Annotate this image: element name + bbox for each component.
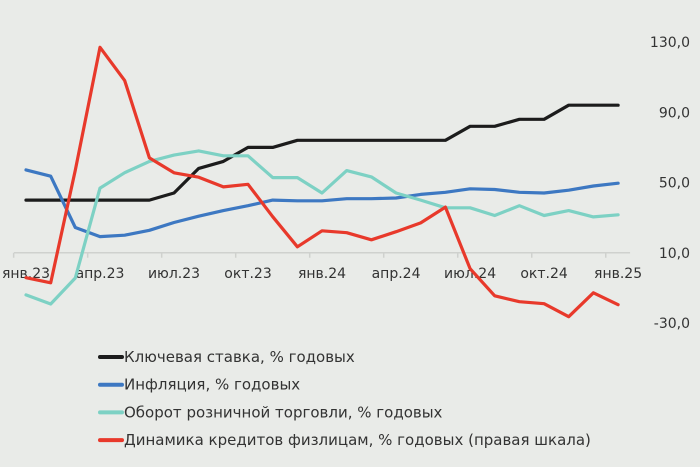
- y-right-tick-label: 130,0: [650, 35, 690, 51]
- legend-label-2: Оборот розничной торговли, % годовых: [124, 403, 443, 421]
- series-lines: [24, 45, 620, 319]
- series-line-2: [24, 149, 620, 306]
- x-tick-label: окт.24: [520, 266, 568, 282]
- y-right-tick-label: 90,0: [659, 105, 690, 121]
- legend: Ключевая ставка, % годовых Инфляция, % го…: [98, 348, 591, 449]
- legend-label-3: Динамика кредитов физлицам, % годовых (п…: [124, 431, 591, 449]
- x-tick-label: янв.25: [594, 266, 642, 282]
- x-tick-label: апр.24: [372, 266, 421, 282]
- right-y-axis: 130,0 90,0 50,0 10,0 -30,0: [650, 35, 690, 332]
- y-right-tick-label: -30,0: [654, 316, 690, 332]
- y-right-tick-label: 10,0: [659, 246, 690, 262]
- x-tick-label: окт.23: [224, 266, 271, 282]
- legend-label-1: Инфляция, % годовых: [124, 376, 300, 394]
- legend-label-0: Ключевая ставка, % годовых: [124, 348, 355, 366]
- x-tick-label: июл.23: [148, 266, 200, 282]
- series-line-3: [24, 45, 620, 319]
- series-line-0: [24, 103, 620, 202]
- y-right-tick-label: 50,0: [659, 176, 690, 192]
- x-tick-label: янв.24: [298, 266, 346, 282]
- series-line-1: [24, 168, 620, 239]
- x-tick-label: апр.23: [76, 266, 125, 282]
- x-tick-label: янв.23: [2, 266, 50, 282]
- x-axis: янв.23 апр.23 июл.23 окт.23 янв.24 апр.24 июл.…: [2, 252, 642, 282]
- x-tick-label: июл.24: [444, 266, 496, 282]
